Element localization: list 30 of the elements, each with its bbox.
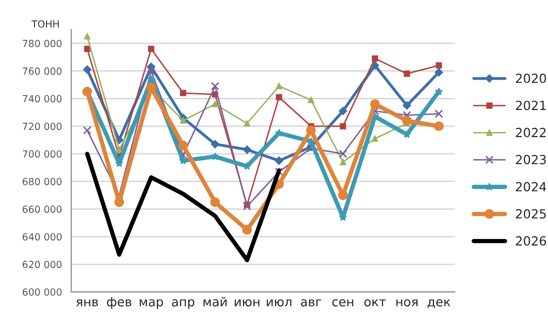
- y-tick-label: 700 000: [22, 150, 62, 158]
- x-tick-label: ноя: [396, 299, 418, 306]
- legend-label: 2022: [516, 128, 546, 138]
- legend-label: 2025: [516, 209, 546, 219]
- y-tick-label: 640 000: [22, 233, 62, 241]
- x-tick-label: сен: [332, 299, 354, 306]
- legend-label: 2020: [516, 74, 546, 84]
- legend-label: 2023: [516, 154, 546, 164]
- x-tick-label: авг: [300, 299, 322, 306]
- x-tick-label: мар: [140, 299, 163, 309]
- y-tick-label: 620 000: [22, 260, 62, 268]
- y-tick-label: 740 000: [22, 95, 62, 102]
- x-tick-label: июл: [266, 299, 292, 306]
- y-tick-label: 760 000: [22, 67, 62, 75]
- x-tick-label: янв: [76, 299, 98, 306]
- legend-label: 2026: [516, 236, 546, 246]
- y-tick-label: 720 000: [22, 122, 62, 130]
- y-tick-label: 680 000: [22, 178, 62, 186]
- y-axis-title: ТОНН: [31, 20, 59, 28]
- x-tick-label: май: [204, 296, 227, 306]
- y-tick-label: 600 000: [22, 288, 62, 296]
- legend-label: 2024: [516, 182, 546, 192]
- y-tick-label: 780 000: [22, 40, 62, 48]
- legend-label: 2021: [516, 100, 546, 110]
- x-tick-label: окт: [364, 299, 386, 306]
- x-tick-label: дек: [428, 299, 450, 308]
- x-tick-label: апр: [172, 299, 194, 309]
- x-tick-label: июн: [234, 299, 260, 306]
- y-tick-label: 660 000: [22, 206, 62, 213]
- x-tick-label: фев: [107, 297, 132, 309]
